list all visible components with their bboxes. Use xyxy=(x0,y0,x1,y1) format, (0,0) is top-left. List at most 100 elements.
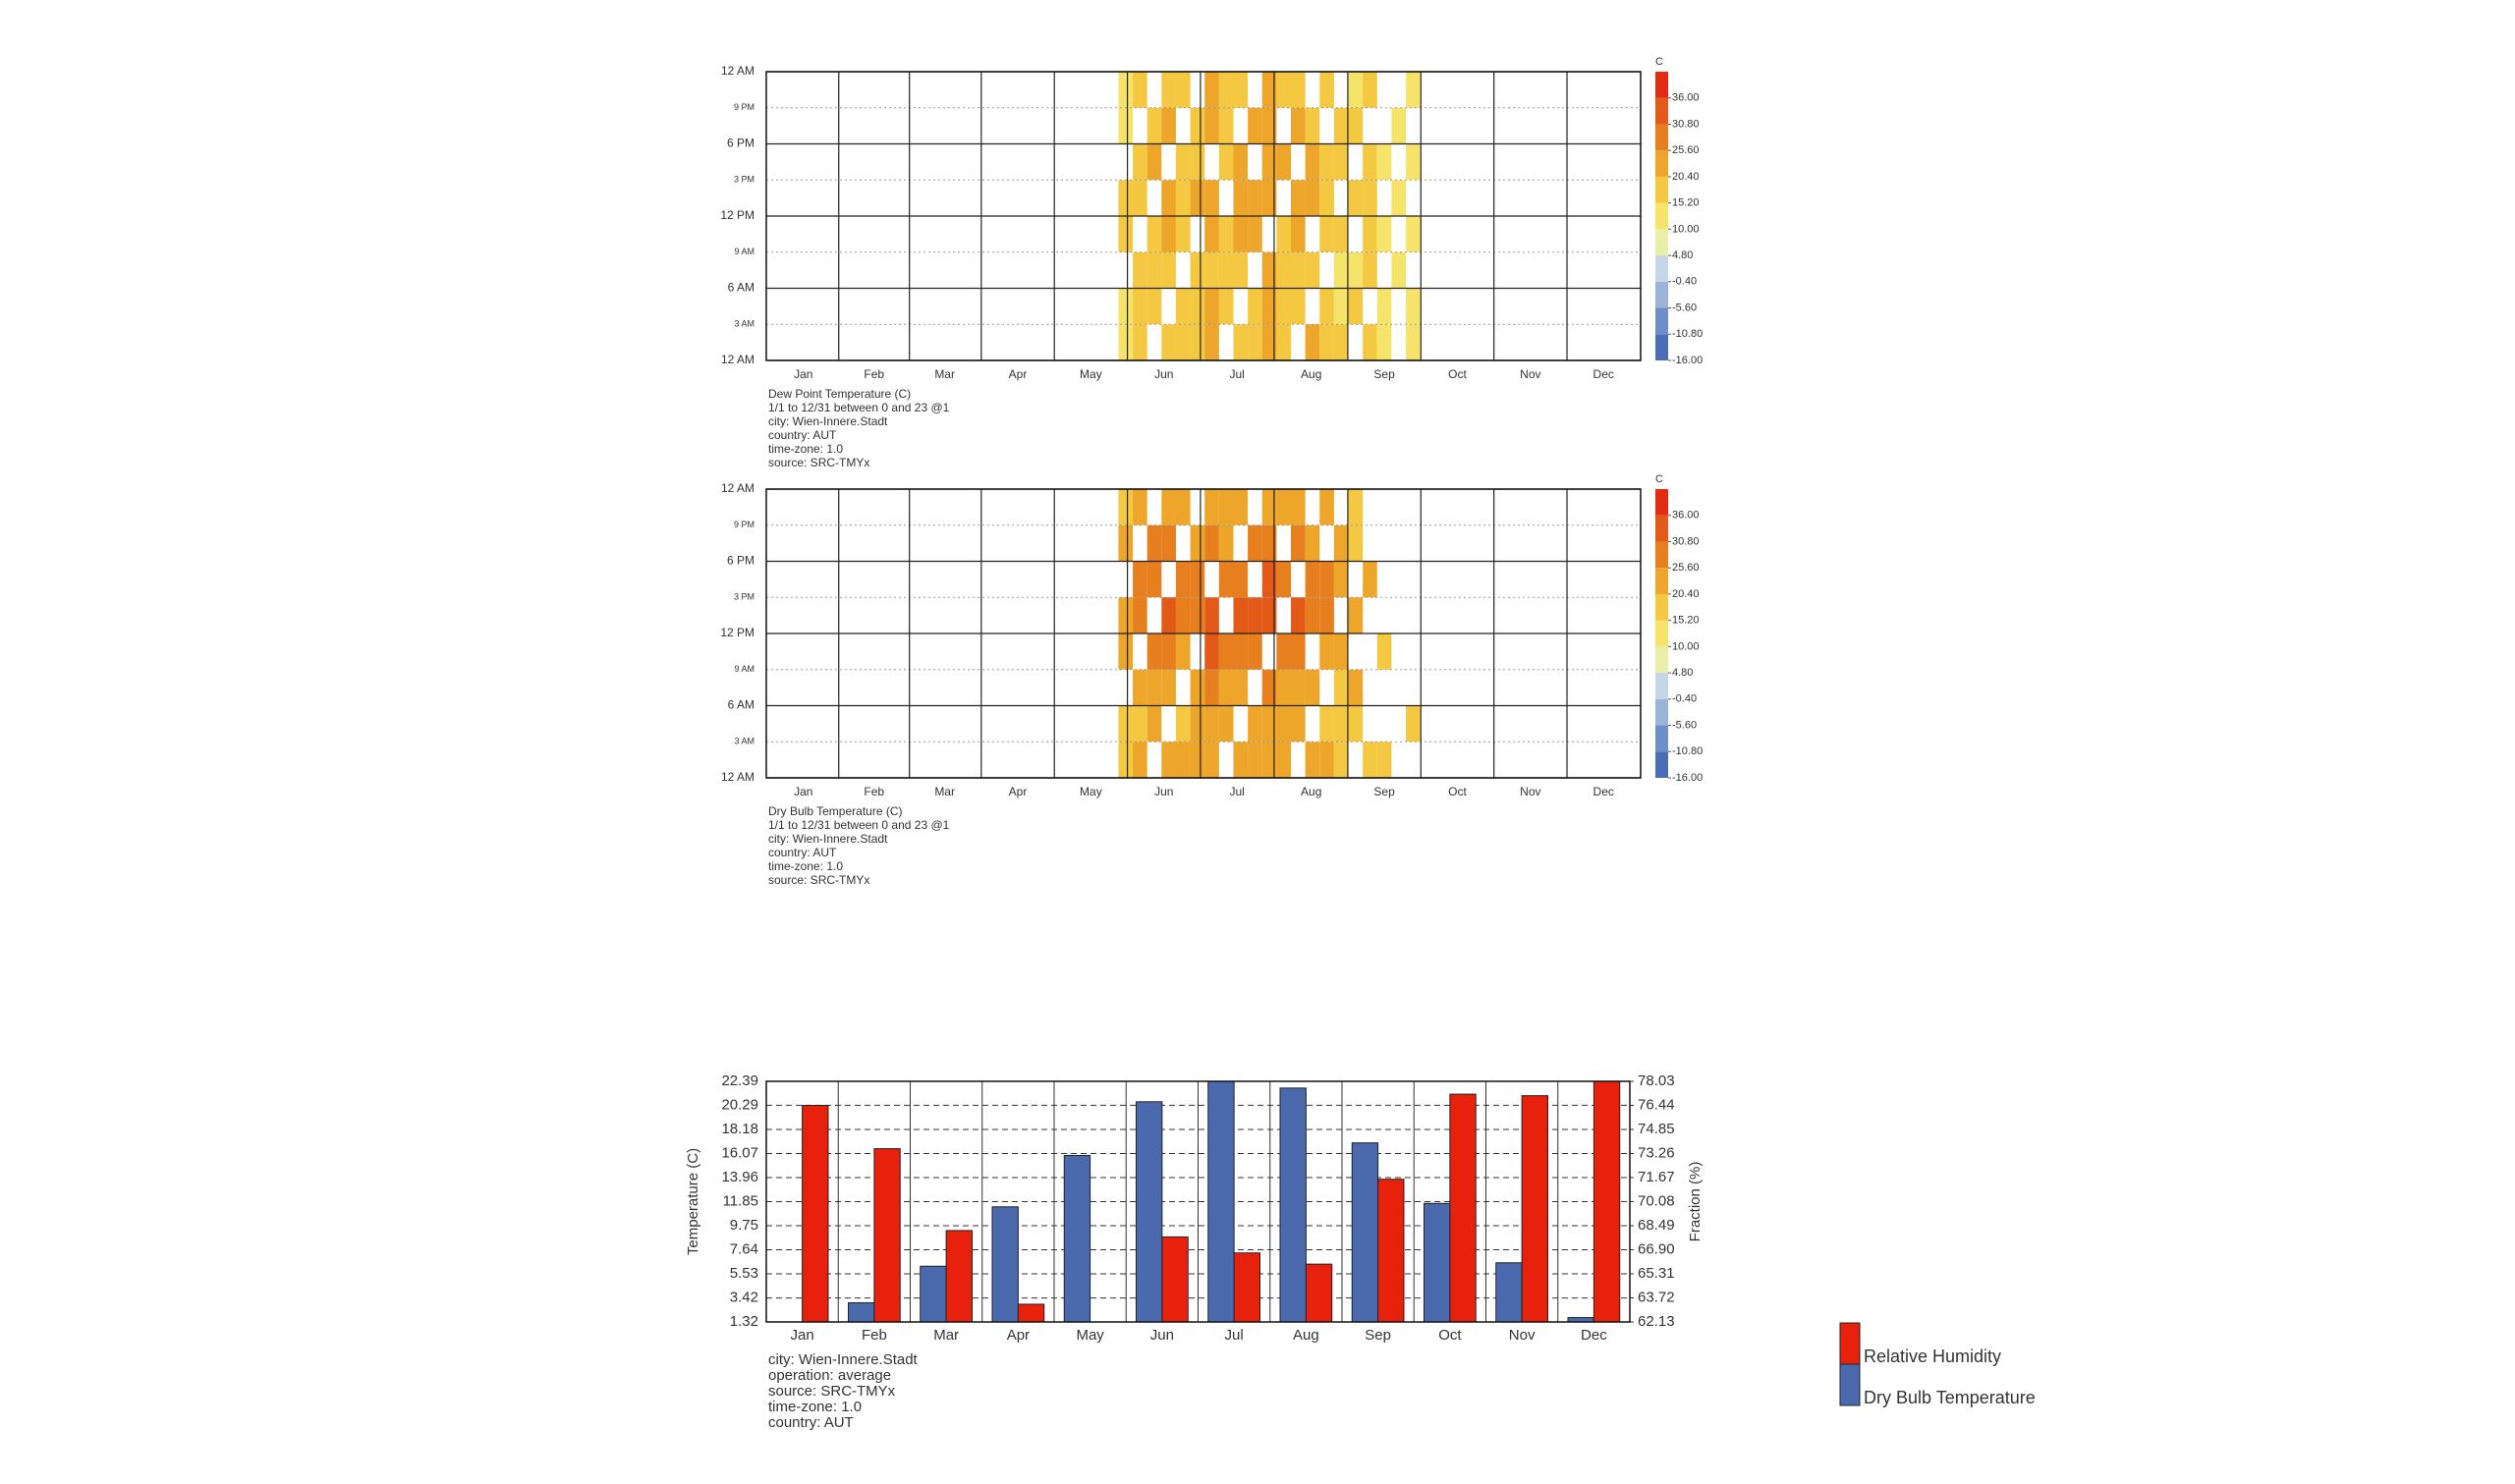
y-tick-label: 6 AM xyxy=(728,281,754,295)
colorbar-label: 4.80 xyxy=(1672,249,1693,261)
heat-cell xyxy=(1348,524,1364,562)
colorbar-swatch xyxy=(1655,698,1668,726)
heat-cell xyxy=(1118,524,1134,562)
heat-cell xyxy=(1261,489,1277,525)
heat-cell xyxy=(1363,742,1377,778)
heat-cell xyxy=(1333,669,1349,706)
heat-cell xyxy=(1146,561,1162,598)
heat-cell xyxy=(1261,251,1277,289)
heat-cell xyxy=(1118,705,1134,742)
heat-cell xyxy=(1175,633,1191,670)
bar xyxy=(1351,1142,1379,1322)
heat-cell xyxy=(1376,143,1392,181)
heat-cell xyxy=(1146,143,1162,181)
heat-cell xyxy=(1233,633,1249,670)
y2-tick-label: 63.72 xyxy=(1638,1289,1675,1305)
heat-cell xyxy=(1391,107,1407,144)
heat-cell xyxy=(1406,705,1421,742)
caption-line: city: Wien-Innere.Stadt xyxy=(768,832,888,846)
heat-cell xyxy=(1276,669,1291,706)
y-tick-label: 1.32 xyxy=(730,1313,758,1330)
x-tick-label: Oct xyxy=(1438,1327,1462,1344)
caption-line: source: SRC-TMYx xyxy=(768,456,869,469)
heat-cell xyxy=(1133,180,1147,216)
heat-cell xyxy=(1319,216,1334,252)
x-tick-label: Aug xyxy=(1301,785,1321,798)
y2-tick-label: 78.03 xyxy=(1638,1072,1675,1089)
heat-cell xyxy=(1363,324,1377,360)
heat-cell xyxy=(1204,324,1219,360)
heat-cell xyxy=(1319,489,1334,525)
colorbar-swatch xyxy=(1655,229,1668,256)
heat-cell xyxy=(1248,180,1262,216)
heat-cell xyxy=(1291,489,1306,525)
colorbar-label: -5.60 xyxy=(1672,302,1697,313)
heat-cell xyxy=(1406,288,1421,325)
heat-cell xyxy=(1348,107,1364,144)
heat-cell xyxy=(1276,216,1291,252)
heat-cell xyxy=(1161,251,1176,289)
y-tick-label: 6 AM xyxy=(728,698,754,712)
caption-line: 1/1 to 12/31 between 0 and 23 @1 xyxy=(768,818,950,832)
heat-cell xyxy=(1204,107,1219,144)
y-tick-label: 3 AM xyxy=(734,319,754,329)
heat-cell xyxy=(1333,216,1349,252)
x-tick-label: Jun xyxy=(1154,785,1173,798)
heat-cell xyxy=(1190,524,1205,562)
colorbar-swatch xyxy=(1655,646,1668,674)
heat-cell xyxy=(1118,180,1134,216)
heat-cell xyxy=(1291,524,1306,562)
colorbar-label: 15.20 xyxy=(1672,615,1700,627)
heat-cell xyxy=(1161,524,1176,562)
heat-cell xyxy=(1204,180,1219,216)
heat-cell xyxy=(1261,524,1277,562)
heat-cell xyxy=(1204,669,1219,706)
heat-cell xyxy=(1291,597,1306,633)
heat-cell xyxy=(1406,72,1421,108)
heat-cell xyxy=(1133,561,1147,598)
bar xyxy=(1136,1101,1163,1322)
x-tick-label: Jan xyxy=(791,1327,814,1344)
colorbar-swatch xyxy=(1655,568,1668,594)
y-tick-label: 3 PM xyxy=(734,175,754,185)
caption-line: time-zone: 1.0 xyxy=(768,1399,862,1415)
x-tick-label: Mar xyxy=(934,367,955,381)
heat-cell xyxy=(1291,180,1306,216)
bar xyxy=(1593,1081,1621,1322)
heat-cell xyxy=(1248,742,1262,778)
bar xyxy=(1233,1252,1260,1322)
x-tick-label: Mar xyxy=(934,785,955,798)
colorbar-label: 25.60 xyxy=(1672,562,1700,574)
colorbar-swatch xyxy=(1655,334,1668,360)
heat-cell xyxy=(1261,288,1277,325)
heat-cell xyxy=(1376,216,1392,252)
heat-cell xyxy=(1233,72,1249,108)
y-tick-label: 6 PM xyxy=(727,554,754,568)
heat-cell xyxy=(1190,251,1205,289)
heat-cell xyxy=(1118,72,1134,108)
caption-line: time-zone: 1.0 xyxy=(768,442,843,456)
colorbar-label: -10.80 xyxy=(1672,745,1703,757)
heat-cell xyxy=(1291,251,1306,289)
caption-line: country: AUT xyxy=(768,428,837,442)
heat-cell xyxy=(1133,288,1147,325)
plot-frame xyxy=(765,488,1642,779)
heat-cell xyxy=(1204,288,1219,325)
heat-cell xyxy=(1146,288,1162,325)
colorbar-swatch xyxy=(1655,150,1668,177)
heat-cell xyxy=(1305,742,1320,778)
bar xyxy=(920,1265,947,1322)
heat-cell xyxy=(1276,705,1291,742)
heat-cell xyxy=(1248,288,1262,325)
heat-cell xyxy=(1348,251,1364,289)
heat-cell xyxy=(1406,143,1421,181)
y-tick-label: 6 PM xyxy=(727,137,754,150)
colorbar-swatch xyxy=(1655,124,1668,151)
heat-cell xyxy=(1133,251,1147,289)
colorbar-swatch xyxy=(1655,541,1668,569)
heat-cell xyxy=(1161,72,1176,108)
heat-cell xyxy=(1118,633,1134,670)
heat-cell xyxy=(1233,561,1249,598)
heat-cell xyxy=(1319,742,1334,778)
colorbar-swatch xyxy=(1655,281,1668,308)
